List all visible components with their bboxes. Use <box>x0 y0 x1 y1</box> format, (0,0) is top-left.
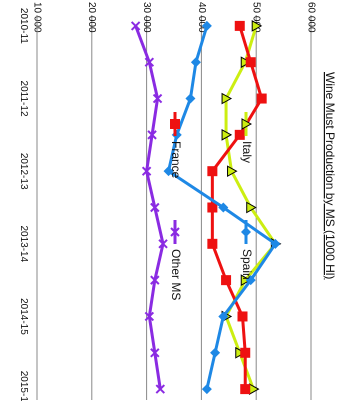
point-marker <box>185 93 196 104</box>
point-marker <box>234 129 245 140</box>
y-tick-label: 30 000 <box>141 2 152 33</box>
x-tick-label: 2014-15 <box>18 298 29 335</box>
point-marker <box>241 227 251 237</box>
y-tick-label: 20 000 <box>86 2 97 33</box>
point-marker <box>221 92 233 105</box>
point-marker <box>207 202 218 213</box>
point-marker <box>241 118 253 130</box>
point-marker <box>210 347 221 358</box>
y-tick-label: 60 000 <box>305 2 316 33</box>
point-marker <box>144 311 155 322</box>
legend-label: Italy <box>240 141 254 163</box>
legend-item: Other MS <box>169 220 183 300</box>
point-marker <box>221 129 233 141</box>
series-other-ms <box>130 21 168 394</box>
point-marker <box>201 384 212 395</box>
point-marker <box>158 239 168 249</box>
point-marker <box>190 57 201 68</box>
point-marker <box>170 227 180 237</box>
point-marker <box>141 166 152 176</box>
x-tick-label: 2013-14 <box>18 225 29 262</box>
x-tick-label: 2010-11 <box>18 8 29 44</box>
series-france <box>207 20 267 395</box>
point-marker <box>246 201 257 214</box>
point-marker <box>207 238 218 249</box>
point-marker <box>130 21 141 31</box>
series-spain <box>163 20 281 395</box>
point-marker <box>170 119 180 129</box>
point-marker <box>221 275 232 286</box>
point-marker <box>234 20 245 31</box>
x-tick-label: 2015-16 <box>18 371 29 401</box>
legend-item: Spain <box>240 220 254 280</box>
point-marker <box>155 384 166 394</box>
axis-layer: 10 000 20 000 30 000 40 000 50 000 60 0002010… <box>18 2 316 401</box>
point-marker <box>245 275 256 286</box>
point-marker <box>251 20 263 32</box>
point-marker <box>150 202 160 213</box>
point-marker <box>227 165 238 178</box>
point-marker <box>245 57 256 68</box>
chart-title: Wine Must Production by MS (1000 Hl) <box>323 72 337 279</box>
point-marker <box>256 93 267 104</box>
x-tick-label: 2012-13 <box>18 153 29 190</box>
point-marker <box>147 130 157 140</box>
legend-item: France <box>169 112 183 179</box>
point-marker <box>240 347 251 358</box>
point-marker <box>144 57 155 67</box>
legend-item: Italy <box>240 112 254 163</box>
legend-label: France <box>169 141 183 179</box>
series-layer <box>130 20 282 395</box>
point-marker <box>237 311 248 322</box>
y-tick-label: 50 000 <box>251 2 262 33</box>
point-marker <box>240 384 251 395</box>
y-tick-label: 40 000 <box>196 2 207 33</box>
point-marker <box>201 20 212 31</box>
point-marker <box>152 93 163 104</box>
point-marker <box>207 166 218 177</box>
legend-label: Spain <box>240 249 254 280</box>
legend-label: Other MS <box>169 249 183 300</box>
point-marker <box>150 348 160 358</box>
x-tick-label: 2011-12 <box>18 81 29 117</box>
legend: Italy France Spain Other MS <box>169 112 254 300</box>
point-marker <box>150 275 160 285</box>
point-marker <box>163 166 174 177</box>
